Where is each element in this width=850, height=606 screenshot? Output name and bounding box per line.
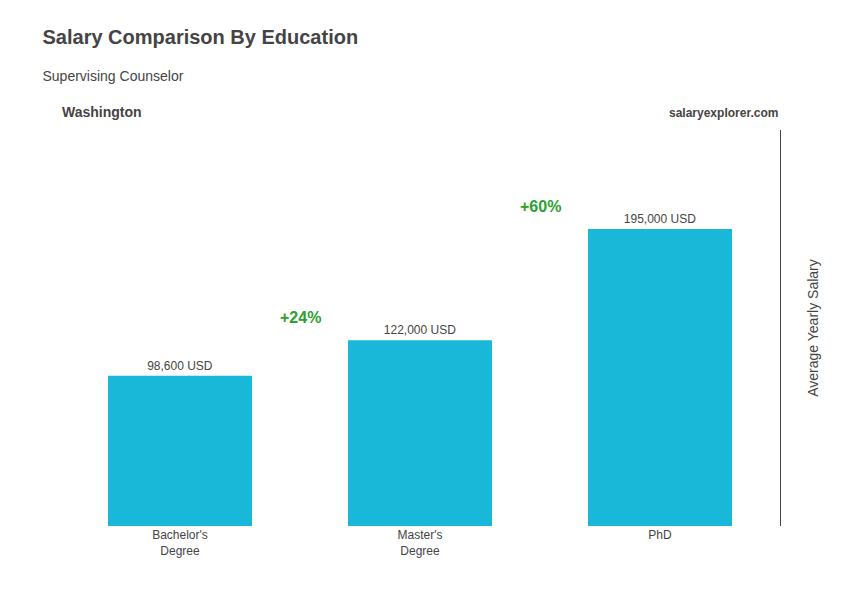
svg-text:Master'sDegree: Master'sDegree (398, 528, 443, 558)
svg-text:+60%: +60% (520, 198, 561, 215)
svg-text:195,000 USD: 195,000 USD (624, 212, 696, 226)
svg-text:+24%: +24% (280, 309, 321, 326)
svg-text:Washington: Washington (62, 104, 142, 120)
svg-text:Bachelor'sDegree: Bachelor'sDegree (152, 528, 208, 558)
svg-text:Salary Comparison By Education: Salary Comparison By Education (43, 26, 359, 48)
svg-text:Average Yearly Salary: Average Yearly Salary (805, 259, 821, 397)
svg-text:salaryexplorer.com: salaryexplorer.com (669, 106, 778, 120)
svg-text:98,600 USD: 98,600 USD (147, 359, 213, 373)
svg-text:122,000 USD: 122,000 USD (384, 323, 456, 337)
svg-text:Supervising Counselor: Supervising Counselor (43, 68, 184, 84)
svg-text:PhD: PhD (648, 528, 672, 542)
